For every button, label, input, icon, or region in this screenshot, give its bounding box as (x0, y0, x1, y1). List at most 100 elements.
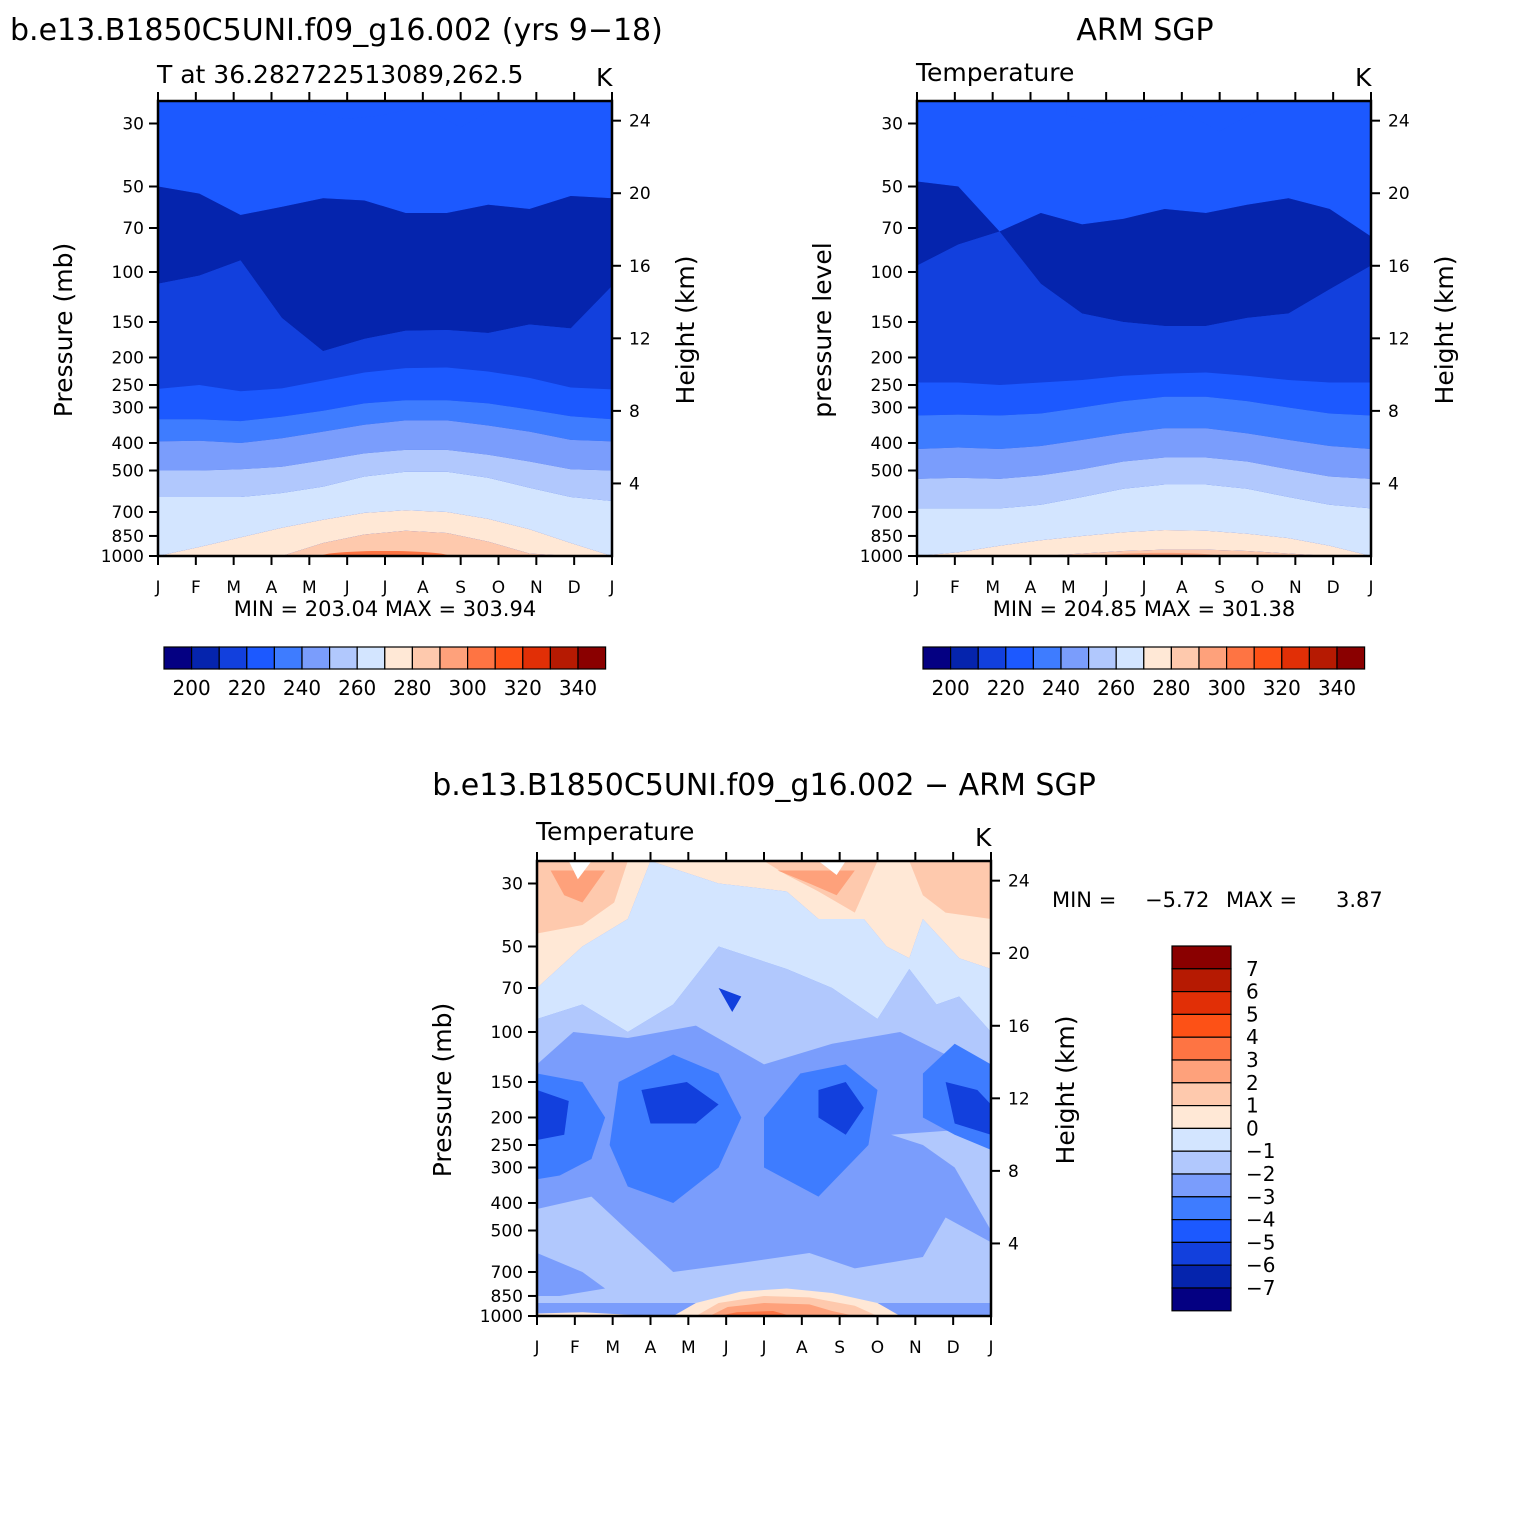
diff-missing-a (568, 861, 592, 880)
model-ytick-right-label: 24 (629, 112, 651, 132)
obs-colorbar-box (1032, 646, 1062, 670)
obs-xtick-label: M (1061, 578, 1076, 598)
diff-ytick-right-label: 4 (1008, 1234, 1019, 1254)
model-xtick-label: D (568, 578, 581, 598)
obs-ytick-label: 100 (871, 263, 903, 283)
diff-colorbar-box (1171, 968, 1232, 993)
obs-xtick-label: J (913, 578, 919, 598)
diff-colorbar-box (1171, 1082, 1232, 1107)
model-ylabel: Pressure (mb) (49, 243, 78, 417)
obs-colorbar-box (1225, 646, 1255, 670)
diff-colorbar-label: 2 (1246, 1071, 1259, 1095)
diff-upper-warm-2b (777, 870, 855, 896)
obs-minmax: MIN = 204.85 MAX = 301.38 (993, 597, 1295, 621)
model-panel-title: b.e13.B1850C5UNI.f09_g16.002 (yrs 9−18) (10, 13, 663, 48)
obs-colorbar: 200 220 240 260 280 300 320 340 (922, 646, 1366, 700)
obs-xtick-label: J (1367, 578, 1373, 598)
model-colorbar-box (356, 646, 386, 670)
diff-units: K (975, 823, 992, 852)
model-xtick-label: A (417, 578, 429, 598)
diff-band-m3-lowleft (537, 1252, 606, 1296)
model-contour-band-5 (158, 420, 612, 471)
diff-colorbar-box (1171, 1287, 1232, 1312)
model-colorbar-box (439, 646, 469, 670)
obs-ytick-right-label: 12 (1388, 329, 1410, 349)
model-colorbar-box (411, 646, 441, 670)
obs-ytick-label: 30 (881, 114, 903, 134)
diff-xtick-label: J (723, 1338, 729, 1358)
obs-colorbar-box (1143, 646, 1173, 670)
model-contour-fill (158, 101, 612, 556)
diff-upper-warm-2a (550, 870, 606, 903)
obs-ytick-label: 250 (871, 376, 903, 396)
model-ytick-label: 400 (112, 434, 144, 454)
diff-max-label: MAX = (1226, 888, 1297, 912)
model-units: K (596, 63, 613, 92)
obs-colorbar-label: 220 (987, 676, 1025, 700)
diff-band-m1 (537, 861, 991, 1032)
diff-colorbar-box (1171, 1264, 1232, 1289)
model-xtick-label: S (455, 578, 466, 598)
obs-ylabel: pressure level (808, 242, 837, 417)
obs-colorbar-box (1253, 646, 1283, 670)
obs-colorbar-box (977, 646, 1007, 670)
obs-ytick-label: 70 (881, 219, 903, 239)
diff-ytick-right-label: 8 (1008, 1162, 1019, 1182)
diff-ylabel-right: Height (km) (1051, 1016, 1080, 1165)
model-ytick-label: 700 (112, 503, 144, 523)
diff-colorbar-label: −2 (1246, 1162, 1275, 1186)
diff-missing-b (818, 861, 846, 875)
diff-colorbar-box (1171, 990, 1232, 1015)
diff-band-m2 (537, 946, 991, 1090)
model-xtick-label: N (530, 578, 543, 598)
model-colorbar-box (191, 646, 220, 670)
obs-xtick-label: S (1214, 578, 1225, 598)
obs-contour-band-0 (917, 101, 1371, 237)
diff-max-value: 3.87 (1336, 888, 1383, 912)
obs-ytick-label: 500 (871, 462, 903, 482)
diff-colorbar-box (1171, 1104, 1232, 1129)
model-colorbar-box (301, 646, 331, 670)
obs-ytick-right-label: 16 (1388, 257, 1410, 277)
obs-xtick-label: J (1103, 578, 1109, 598)
obs-xtick-label: A (1025, 578, 1037, 598)
obs-colorbar-label: 300 (1208, 676, 1246, 700)
model-xtick-label: J (381, 578, 387, 598)
diff-ytick-right-label: 24 (1008, 872, 1030, 892)
model-xtick-label: J (608, 578, 614, 598)
obs-ytick-right-label: 4 (1388, 474, 1399, 494)
diff-colorbar-box (1171, 1059, 1232, 1084)
obs-ytick-label: 200 (871, 348, 903, 368)
model-contour-band-8 (158, 510, 612, 556)
model-colorbar: 200 220 240 260 280 300 320 340 (163, 646, 607, 700)
model-ytick-right-label: 20 (629, 184, 651, 204)
model-contour-band-6 (158, 449, 612, 501)
model-colorbar-box (163, 646, 193, 670)
diff-ytick-label: 1000 (480, 1307, 523, 1327)
model-warm-core (321, 550, 449, 556)
obs-colorbar-box (1087, 646, 1117, 670)
diff-colorbar-box (1171, 1036, 1232, 1061)
model-xtick-label: A (266, 578, 278, 598)
model-ytick-right-label: 12 (629, 329, 651, 349)
obs-contour-band-1 (917, 181, 1371, 327)
obs-contour-band-7 (917, 484, 1371, 556)
model-ytick-label: 150 (112, 313, 144, 333)
diff-colorbar-box (1171, 1218, 1232, 1243)
model-contour-band-9 (158, 530, 612, 556)
model-colorbar-label: 220 (228, 676, 266, 700)
diff-colorbar-label: −3 (1246, 1185, 1275, 1209)
diff-ytick-label: 70 (501, 979, 523, 999)
diff-core-m5-e (718, 987, 742, 1012)
model-colorbar-box (218, 646, 248, 670)
model-contour-band-0 (158, 101, 612, 216)
diff-ytick-label: 250 (491, 1136, 523, 1156)
obs-ytick-label: 850 (871, 527, 903, 547)
diff-core-m5-b (641, 1082, 719, 1124)
obs-colorbar-label: 320 (1263, 676, 1301, 700)
diff-ytick-right-label: 16 (1008, 1017, 1030, 1037)
model-top-pocket (307, 101, 499, 128)
model-colorbar-box (549, 646, 579, 670)
obs-colorbar-box (1336, 646, 1366, 670)
model-subtitle: T at 36.282722513089,262.5 (156, 60, 523, 89)
